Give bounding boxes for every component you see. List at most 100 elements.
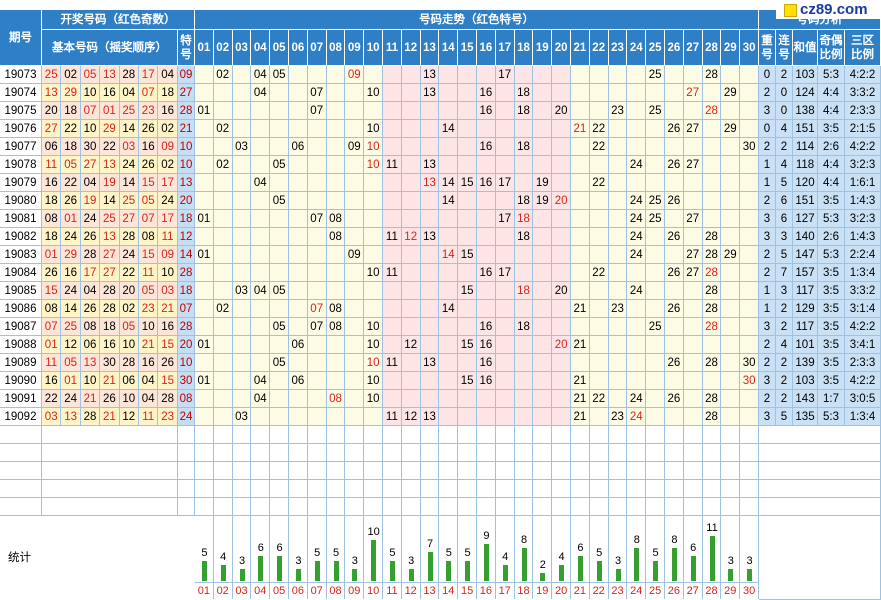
- zones-cell: 3:3:2: [845, 84, 881, 102]
- empty-cell: [589, 498, 609, 516]
- base-number-cell: 16: [42, 372, 62, 390]
- base-number-cell: 16: [158, 318, 178, 336]
- count-bar: [747, 569, 753, 581]
- empty-cell: [213, 462, 233, 480]
- trend-cell: [345, 336, 365, 354]
- empty-cell: [345, 498, 365, 516]
- base-number-cell: 27: [42, 120, 62, 138]
- trend-cell: 10: [364, 156, 383, 174]
- empty-cell: [307, 498, 327, 516]
- stats-column: [589, 516, 609, 583]
- trend-cell: 26: [665, 156, 684, 174]
- base-number-cell: 30: [100, 354, 120, 372]
- trend-cell: [627, 174, 647, 192]
- trend-cell: [420, 246, 440, 264]
- empty-cell: [195, 444, 214, 462]
- trend-cell: 07: [307, 84, 327, 102]
- trend-cell: 16: [477, 318, 496, 336]
- trend-cell: [646, 174, 665, 192]
- sum-cell: 143: [793, 390, 818, 408]
- count-label: 5: [314, 547, 321, 559]
- empty-cell: [326, 480, 346, 498]
- trend-cell: 14: [439, 300, 459, 318]
- period-cell: 19086: [0, 300, 42, 318]
- empty-cell: [383, 426, 402, 444]
- trend-cell: [721, 102, 741, 120]
- odd-even-cell: 2:6: [818, 228, 845, 246]
- site-logo[interactable]: cz89.com: [776, 0, 881, 19]
- trend-cell: [552, 84, 571, 102]
- trend-cell: [270, 390, 289, 408]
- zones-cell: 3:2:3: [845, 210, 881, 228]
- base-number-cell: 26: [42, 264, 62, 282]
- special-number-cell: 10: [178, 138, 195, 156]
- trend-cell: [533, 156, 553, 174]
- empty-cell: [439, 426, 459, 444]
- trend-cell: [458, 210, 477, 228]
- period-cell: 19087: [0, 318, 42, 336]
- category-tick-label: 07: [308, 583, 327, 599]
- trend-cell: [627, 84, 647, 102]
- odd-even-cell: 3:5: [818, 318, 845, 336]
- trend-cell: [420, 336, 440, 354]
- trend-cell: 18: [514, 192, 534, 210]
- trend-cell: [195, 228, 214, 246]
- trend-cell: [571, 102, 590, 120]
- category-tick-label: 16: [477, 583, 496, 599]
- repeat-cell: 2: [759, 390, 776, 408]
- period-cell: 19073: [0, 66, 42, 84]
- trend-cell: [683, 390, 703, 408]
- trend-cell: [665, 246, 684, 264]
- trend-cell: [383, 174, 402, 192]
- count-bar: [502, 565, 508, 581]
- empty-cell: [683, 444, 703, 462]
- trend-cell: [721, 318, 741, 336]
- trend-cell: [439, 102, 459, 120]
- trend-cell: [646, 354, 665, 372]
- base-number-cell: 18: [158, 84, 178, 102]
- base-number-cell: 30: [80, 138, 101, 156]
- special-number-cell: 12: [178, 228, 195, 246]
- trend-cell: 07: [307, 102, 327, 120]
- trend-cell: [721, 228, 741, 246]
- empty-cell: [420, 480, 440, 498]
- empty-cell: [232, 462, 252, 480]
- base-number-cell: 27: [100, 264, 120, 282]
- base-number-cell: 04: [139, 390, 159, 408]
- trend-cell: [420, 318, 440, 336]
- period-cell: 19085: [0, 282, 42, 300]
- empty-cell: [589, 462, 609, 480]
- trend-cell: 26: [665, 264, 684, 282]
- count-bar: [314, 561, 320, 581]
- base-number-cell: 10: [158, 264, 178, 282]
- empty-cell: [665, 498, 684, 516]
- trend-cell: 28: [702, 300, 722, 318]
- stats-column: [195, 516, 214, 583]
- empty-cell: [42, 426, 178, 444]
- trend-cell: 17: [495, 174, 515, 192]
- trend-cell: [439, 282, 459, 300]
- count-label: 5: [596, 547, 603, 559]
- trend-cell: [665, 138, 684, 156]
- trend-cell: [307, 336, 327, 354]
- trend-cell: [420, 210, 440, 228]
- period-cell: 19079: [0, 174, 42, 192]
- empty-cell: [740, 462, 759, 480]
- sum-cell: 103: [793, 372, 818, 390]
- trend-cell: [307, 156, 327, 174]
- category-tick-label: 28: [703, 583, 722, 599]
- trend-cell: 21: [571, 300, 590, 318]
- empty-cell: [213, 480, 233, 498]
- trend-cell: [251, 192, 271, 210]
- trend-cell: 11: [383, 264, 402, 282]
- empty-cell: [345, 426, 365, 444]
- trend-cell: 01: [195, 246, 214, 264]
- trend-cell: [326, 120, 346, 138]
- empty-cell: [195, 498, 214, 516]
- count-bar: [427, 552, 433, 581]
- trend-cell: 01: [195, 372, 214, 390]
- trend-cell: [326, 192, 346, 210]
- base-number-cell: 19: [100, 174, 120, 192]
- trend-cell: 18: [514, 282, 534, 300]
- trend-cell: [627, 264, 647, 282]
